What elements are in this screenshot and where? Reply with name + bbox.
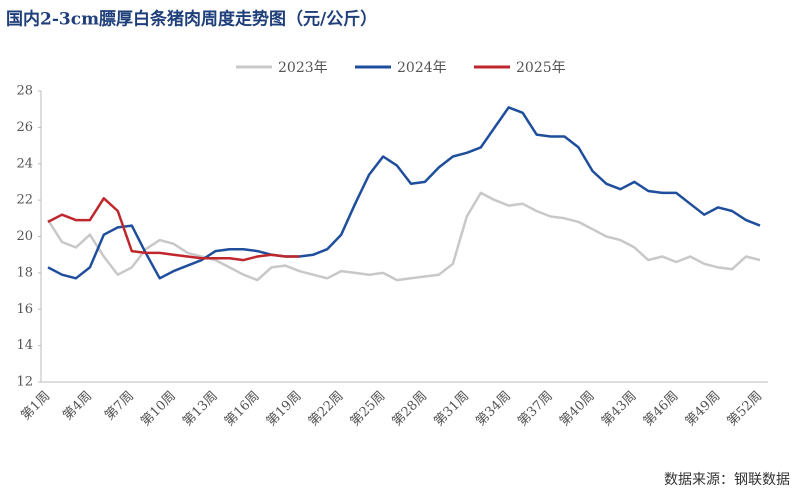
x-tick-label: 第31周: [431, 389, 472, 430]
x-tick-label: 第19周: [264, 389, 305, 430]
x-tick-label: 第52周: [725, 389, 766, 430]
source: 数据来源：钢联数据: [664, 472, 790, 488]
y-tick-label: 18: [16, 265, 33, 280]
x-tick-label: 第7周: [102, 389, 137, 424]
y-tick-label: 22: [16, 193, 33, 208]
x-tick-label: 第16周: [222, 389, 263, 430]
x-tick-label: 第43周: [599, 389, 640, 430]
x-tick-label: 第13周: [180, 389, 221, 430]
legend-label: 2024年: [397, 60, 447, 76]
x-tick-label: 第49周: [683, 389, 724, 430]
x-tick-label: 第37周: [515, 389, 556, 430]
y-tick-label: 24: [16, 156, 33, 171]
y-tick-label: 16: [16, 302, 33, 317]
x-tick-label: 第28周: [390, 389, 431, 430]
x-tick-label: 第4周: [60, 389, 95, 424]
x-tick-label: 第46周: [641, 389, 682, 430]
x-tick-label: 第25周: [348, 389, 389, 430]
series-line: [47, 106, 761, 280]
chart-title: 国内2-3cm膘厚白条猪肉周度走势图（元/公斤）: [6, 9, 377, 30]
x-tick-label: 第10周: [138, 389, 179, 430]
y-tick-label: 14: [16, 338, 33, 353]
y-tick-label: 20: [16, 229, 33, 244]
x-tick-label: 第34周: [473, 389, 514, 430]
legend-label: 2023年: [278, 60, 328, 76]
y-tick-label: 12: [16, 375, 33, 390]
legend-label: 2025年: [516, 60, 566, 76]
y-tick-label: 28: [16, 84, 33, 99]
x-tick-label: 第22周: [306, 389, 347, 430]
series-line: [47, 197, 300, 262]
x-tick-label: 第1周: [18, 389, 53, 424]
y-tick-label: 26: [16, 120, 33, 135]
x-tick-label: 第40周: [557, 389, 598, 430]
series-line: [46, 191, 761, 282]
